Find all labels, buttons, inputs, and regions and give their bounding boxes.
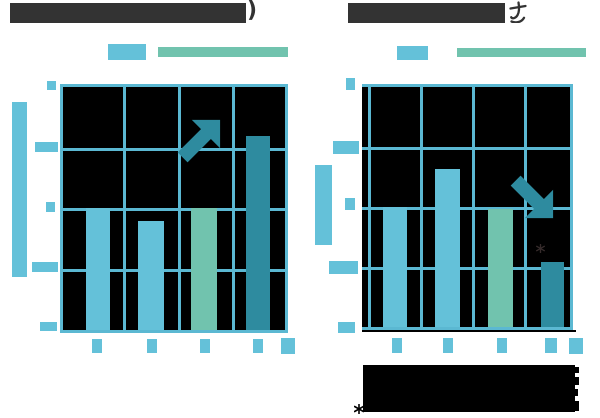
redacted-y-axis-label bbox=[315, 165, 332, 245]
x-tick-label-block bbox=[443, 338, 453, 353]
legend-swatch bbox=[108, 44, 146, 60]
x-tick-label-block bbox=[92, 339, 102, 353]
y-tick-label-block bbox=[32, 262, 58, 272]
bar bbox=[191, 208, 217, 330]
x-tick-label-block bbox=[281, 338, 295, 354]
y-tick-label-block bbox=[338, 322, 355, 333]
y-tick-label-block bbox=[35, 142, 58, 152]
redacted-caption-block bbox=[363, 365, 575, 412]
redacted-caption-fragment bbox=[575, 367, 579, 373]
redacted-title-block bbox=[348, 3, 505, 23]
gridline bbox=[63, 148, 285, 151]
y-tick-label-block bbox=[345, 198, 355, 210]
reference-mark-icon bbox=[354, 404, 364, 414]
x-tick-label-block bbox=[545, 338, 557, 353]
x-tick-label-block bbox=[253, 339, 263, 353]
gridline bbox=[63, 208, 285, 211]
plot-area bbox=[60, 84, 288, 333]
x-tick-label-block bbox=[569, 338, 583, 354]
x-tick-label-block bbox=[200, 339, 210, 353]
bar bbox=[86, 208, 110, 330]
y-tick-label-block bbox=[329, 261, 358, 274]
gridline bbox=[362, 147, 570, 150]
x-tick-label-block bbox=[497, 338, 507, 353]
bar bbox=[383, 207, 407, 327]
redacted-legend-label bbox=[457, 48, 586, 57]
title-suffix: ) bbox=[247, 0, 258, 23]
bar bbox=[138, 221, 164, 330]
trend-down-arrow-icon bbox=[510, 175, 554, 219]
redacted-caption-fragment bbox=[575, 389, 578, 396]
bar bbox=[435, 169, 460, 327]
legend-swatch bbox=[397, 46, 428, 60]
redacted-y-axis-label bbox=[12, 102, 27, 277]
trend-up-arrow-icon bbox=[177, 119, 221, 163]
gridline bbox=[362, 207, 570, 210]
bar bbox=[488, 209, 513, 327]
redacted-caption-fragment bbox=[574, 377, 579, 385]
y-tick-label-block bbox=[40, 322, 57, 331]
bar bbox=[541, 262, 564, 327]
axis-underline bbox=[362, 330, 576, 332]
gridline bbox=[63, 269, 285, 272]
x-tick-label-block bbox=[392, 338, 402, 353]
redacted-title-block bbox=[10, 3, 246, 23]
x-tick-label-block bbox=[147, 339, 157, 353]
character-sa-glyph bbox=[509, 1, 527, 23]
asterisk-icon bbox=[536, 244, 545, 253]
y-tick-label-block bbox=[346, 78, 355, 90]
redacted-caption-fragment bbox=[574, 401, 579, 411]
y-tick-label-block bbox=[47, 81, 56, 90]
gridline bbox=[362, 267, 570, 270]
bar bbox=[246, 136, 270, 330]
redacted-legend-label bbox=[158, 47, 288, 57]
y-tick-label-block bbox=[46, 202, 55, 212]
plot-area bbox=[362, 84, 573, 330]
y-tick-label-block bbox=[333, 141, 359, 154]
